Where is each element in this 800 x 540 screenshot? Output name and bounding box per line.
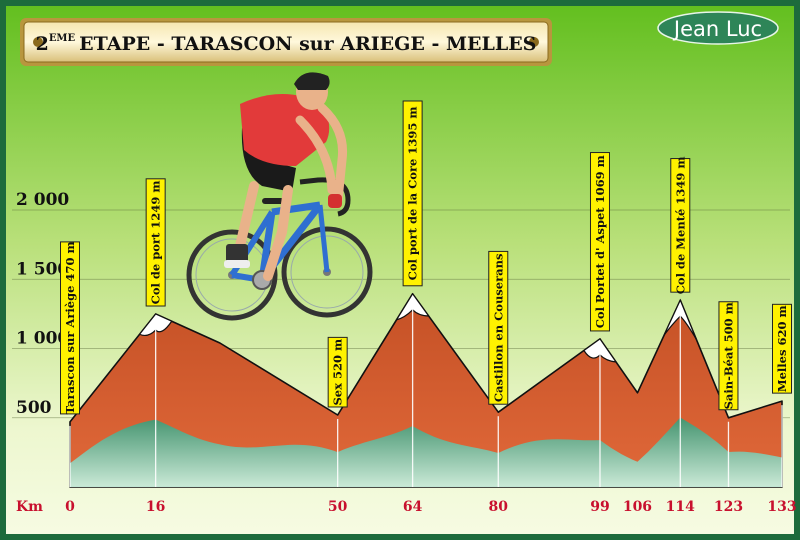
waypoint-label: Sex 520 m — [327, 336, 348, 408]
waypoint-labels: Tarascon sur Ariège 470 m Col de port 124… — [60, 100, 792, 415]
km-axis: Km 0 16 50 64 80 99 106 114 123 133 — [16, 499, 797, 515]
y-tick-labels: 500 1 000 1 500 2 000 — [16, 190, 69, 418]
waypoint-label-box — [488, 250, 509, 405]
km-tick-label: 0 — [65, 499, 75, 515]
waypoint-label-box — [718, 301, 739, 411]
waypoint-label-box — [145, 178, 166, 307]
km-tick-label: 16 — [146, 499, 165, 515]
valley-band — [70, 417, 782, 487]
y-tick-label: 1 500 — [16, 259, 69, 279]
waypoint-label-text: Col Portet d' Aspet 1069 m — [593, 155, 607, 328]
author-badge: Jean Luc — [657, 11, 779, 45]
waypoint-label-text: Castillon en Couserans — [491, 254, 505, 403]
title-plaque: 2EME ETAPE - TARASCON sur ARIEGE - MELLES — [20, 18, 552, 66]
waypoint-label-text: Melles 620 m — [775, 305, 789, 392]
km-tick-label: 64 — [403, 499, 423, 515]
waypoint-label-text: Tarascon sur Ariège 470 m — [63, 241, 77, 414]
waypoint-label: Col port de la Core 1395 m — [402, 100, 423, 287]
cyclist-icon — [186, 72, 373, 321]
waypoint-label: Sain-Béat 500 m — [718, 301, 739, 411]
waypoint-label-box — [589, 152, 610, 332]
waypoint-label: Castillon en Couserans — [488, 250, 509, 405]
plaque-rivet-right-icon — [529, 37, 539, 47]
waypoint-label-text: Sex 520 m — [331, 339, 345, 406]
waypoint-label: Col Portet d' Aspet 1069 m — [589, 152, 610, 332]
plaque-rivet-left-icon — [33, 37, 43, 47]
profile-area — [69, 293, 783, 488]
waypoint-label-box — [772, 303, 792, 394]
waypoint-label: Col de Menté 1349 m — [670, 156, 691, 294]
waypoint-label-text: Col de port 1249 m — [149, 180, 163, 304]
author-badge-text: Jean Luc — [672, 17, 762, 41]
km-tick-label: 133 — [767, 499, 796, 515]
waypoint-label: Tarascon sur Ariège 470 m — [60, 241, 80, 415]
y-tick-label: 2 000 — [16, 190, 69, 210]
waypoint-label-box — [327, 336, 348, 408]
waypoint-label-text: Sain-Béat 500 m — [721, 302, 735, 409]
waypoint-label-box — [60, 241, 80, 415]
waypoint-label-text: Col port de la Core 1395 m — [406, 106, 420, 280]
km-axis-unit: Km — [16, 499, 43, 515]
waypoint-label: Col de port 1249 m — [145, 178, 166, 307]
km-tick-label: 80 — [489, 499, 509, 515]
y-tick-label: 500 — [16, 398, 52, 418]
waypoint-label: Melles 620 m — [772, 303, 792, 394]
waypoint-label-box — [670, 158, 691, 293]
km-tick-label: 123 — [714, 499, 743, 515]
waypoint-label-text: Col de Menté 1349 m — [673, 156, 687, 294]
km-tick-label: 50 — [328, 499, 348, 515]
waypoint-label-box — [402, 100, 423, 287]
km-tick-label: 114 — [666, 499, 695, 515]
km-tick-label: 99 — [590, 499, 609, 515]
waypoint-markers — [69, 297, 783, 487]
page-title: 2EME ETAPE - TARASCON sur ARIEGE - MELLES — [36, 33, 537, 55]
y-tick-label: 1 000 — [16, 329, 69, 349]
km-tick-label: 106 — [623, 499, 652, 515]
